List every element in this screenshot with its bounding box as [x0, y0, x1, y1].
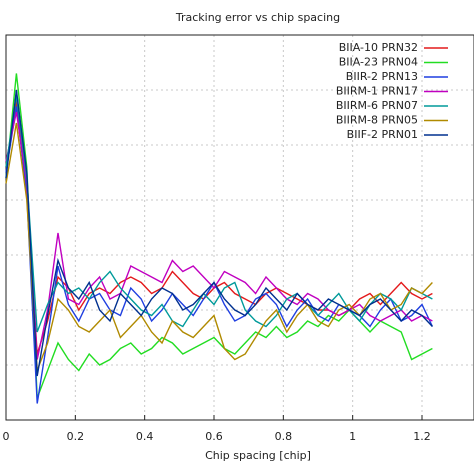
legend-label: BIIA-23 PRN04 [339, 56, 418, 69]
x-axis-label: Chip spacing [chip] [205, 449, 311, 462]
x-tick-label: 1 [349, 430, 356, 443]
series-line [5, 122, 433, 371]
series-line [5, 73, 433, 399]
x-tick-label: 0.4 [136, 430, 154, 443]
legend-label: BIIRM-1 PRN17 [336, 85, 418, 98]
series-line [5, 100, 433, 355]
x-tick-label: 0 [3, 430, 10, 443]
plot-frame [5, 34, 474, 421]
series-line [5, 111, 433, 360]
legend-label: BIIF-2 PRN01 [347, 128, 418, 141]
series-line [5, 106, 434, 404]
series-line [5, 89, 433, 377]
legend-label: BIIRM-8 PRN05 [336, 114, 418, 127]
legend-label: BIIRM-6 PRN07 [336, 99, 418, 112]
x-tick-label: 0.2 [67, 430, 85, 443]
x-tick-label: 1.2 [413, 430, 431, 443]
legend-label: BIIR-2 PRN13 [346, 70, 418, 83]
chart-title: Tracking error vs chip spacing [175, 11, 340, 24]
series-line [5, 95, 433, 333]
legend-label: BIIA-10 PRN32 [339, 41, 418, 54]
x-tick-label: 0.8 [275, 430, 293, 443]
x-tick-label: 0.6 [205, 430, 223, 443]
